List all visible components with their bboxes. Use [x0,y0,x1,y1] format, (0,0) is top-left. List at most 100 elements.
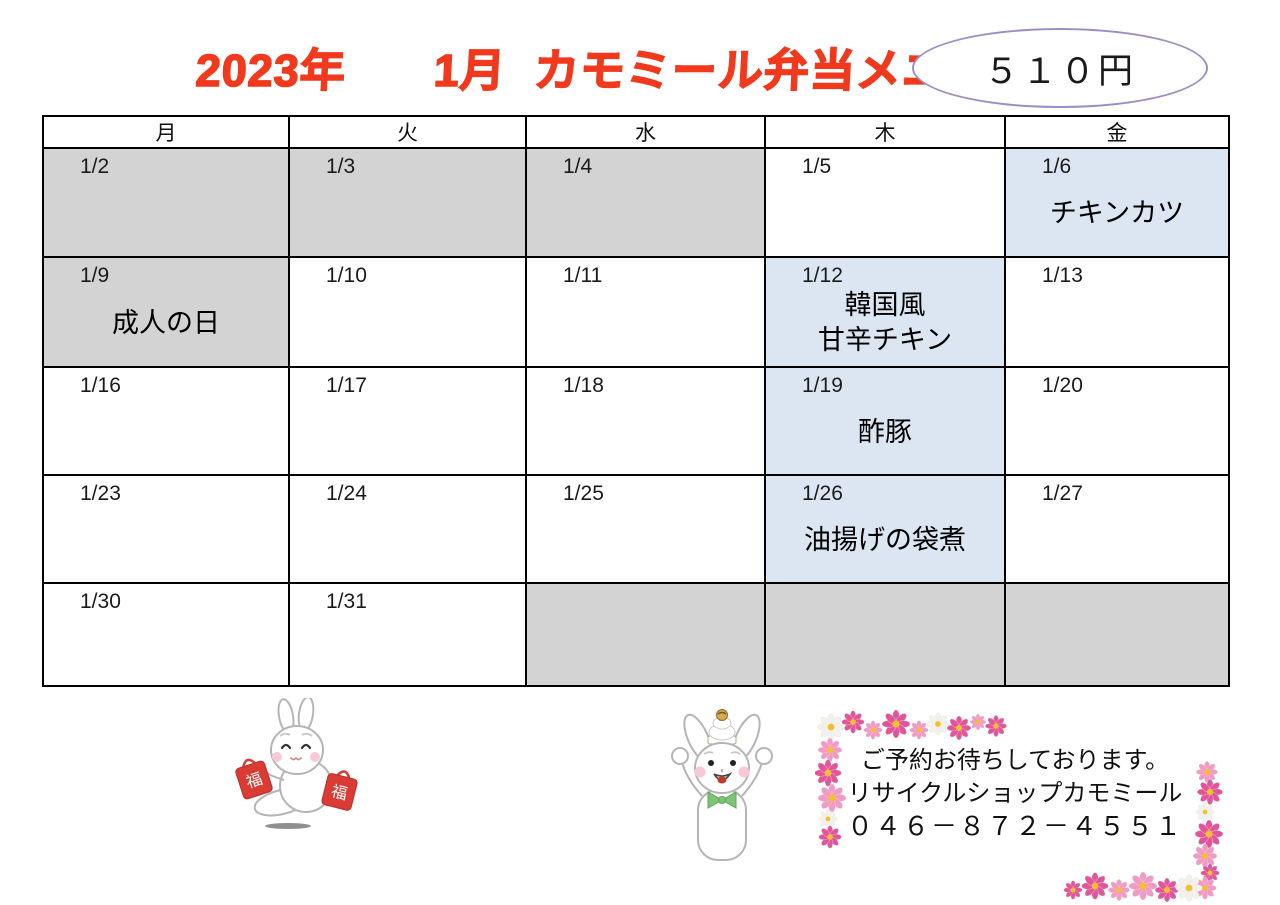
cell-date: 1/18 [563,374,604,397]
rabbit-closed-eye [280,743,292,750]
rabbit-eye [730,760,736,766]
cell-menu [1006,506,1228,582]
cell-menu [44,614,288,685]
cell-date: 1/19 [802,374,843,397]
cell-menu [44,506,288,582]
cell-date: 1/6 [1042,155,1072,178]
calendar-cell [1004,582,1230,687]
calendar-cell [525,582,766,687]
calendar-cell: 1/20 [1004,366,1230,476]
calendar-cell: 1/13 [1004,256,1230,368]
cell-date: 1/30 [80,590,121,613]
cell-date: 1/3 [326,155,356,178]
calendar-cell: 1/30 [42,582,290,687]
cell-date: 1/12 [802,264,843,287]
calendar-cell: 1/23 [42,474,290,584]
cell-menu [44,179,288,256]
calendar-cell: 1/27 [1004,474,1230,584]
calendar-cell: 1/31 [288,582,527,687]
cell-date: 1/23 [80,482,121,505]
weekday-wed: 水 [525,115,766,149]
cell-menu [290,179,525,256]
calendar-week-row: 1/16 1/17 1/18 1/19 酢豚 1/20 [42,366,1230,476]
cell-menu: 韓国風 甘辛チキン [817,290,953,355]
rabbit-eye [708,760,714,766]
cell-menu [527,506,764,582]
cell-date: 1/25 [563,482,604,505]
weekday-thu: 木 [764,115,1006,149]
calendar-cell: 1/4 [525,147,766,258]
cell-date: 1/2 [80,155,110,178]
cell-date: 1/31 [326,590,367,613]
cell-date: 1/5 [802,155,832,178]
fuku-label: 福 [244,770,265,792]
calendar-cell: 1/25 [525,474,766,584]
cell-menu [1006,398,1228,474]
cell-menu [290,614,525,685]
cell-menu [527,179,764,256]
calendar-cell: 1/3 [288,147,527,258]
weekday-fri: 金 [1004,115,1230,149]
fuku-bag: 福 [321,770,358,811]
weekday-mon: 月 [42,115,290,149]
footer-message: ご予約お待ちしております。 リサイクルショップカモミール ０４６－８７２－４５５… [840,744,1190,843]
calendar-cell [764,582,1006,687]
cell-menu: チキンカツ [1049,198,1185,229]
bow-tie [707,791,737,809]
weekday-tue: 火 [288,115,527,149]
cell-menu [44,398,288,474]
cell-menu [527,590,764,685]
cell-date: 1/24 [326,482,367,505]
calendar-cell: 1/10 [288,256,527,368]
cell-menu [1006,288,1228,366]
cell-date: 1/26 [802,482,843,505]
calendar-cell: 1/19 酢豚 [764,366,1006,476]
cell-date: 1/27 [1042,482,1083,505]
title-month: 1月 [432,44,508,97]
calendar-week-row: 1/23 1/24 1/25 1/26 油揚げの袋煮 1/27 [42,474,1230,584]
calendar-cell: 1/9 成人の日 [42,256,290,368]
calendar-cell: 1/24 [288,474,527,584]
kagami-mochi-hat [707,709,737,745]
calendar-cell: 1/17 [288,366,527,476]
cell-menu [290,506,525,582]
cell-date: 1/20 [1042,374,1083,397]
phone-number: ０４６－８７２－４５５１ [846,811,1183,841]
cell-date: 1/13 [1042,264,1083,287]
cell-menu: 酢豚 [858,416,912,447]
jumping-rabbit-illustration: 福 福 [235,698,358,829]
cell-date: 1/16 [80,374,121,397]
cell-date: 1/9 [80,264,110,287]
calendar-cell: 1/18 [525,366,766,476]
rabbit-closed-eye [300,743,312,750]
cheering-rabbit-illustration [671,709,773,861]
calendar-cell: 1/11 [525,256,766,368]
calendar-table: 月 火 水 木 金 1/2 1/3 1/4 1/5 1/6 チキンカツ 1/9 成人… [42,115,1230,687]
shop-name: リサイクルショップカモミール [847,780,1183,807]
reservation-line: ご予約お待ちしております。 [860,747,1170,774]
calendar-cell: 1/16 [42,366,290,476]
calendar-week-row: 1/30 1/31 [42,582,1230,687]
price-badge: ５１０円 [912,28,1208,108]
cell-menu: 成人の日 [112,307,220,338]
cell-date: 1/11 [563,264,603,287]
calendar-cell: 1/2 [42,147,290,258]
fuku-bag: 福 [235,758,273,800]
cell-menu [527,288,764,366]
calendar-cell: 1/5 [764,147,1006,258]
calendar-cell: 1/26 油揚げの袋煮 [764,474,1006,584]
cell-menu [766,179,1004,256]
cell-date: 1/4 [563,155,593,178]
cell-date: 1/17 [326,374,367,397]
cell-date: 1/10 [326,264,367,287]
calendar-cell: 1/6 チキンカツ [1004,147,1230,258]
title-year: 2023年 [194,44,348,97]
cell-menu [1006,590,1228,685]
cell-menu [290,398,525,474]
cell-menu [290,288,525,366]
calendar-cell: 1/12 韓国風 甘辛チキン [764,256,1006,368]
cell-menu [527,398,764,474]
calendar-week-row: 1/2 1/3 1/4 1/5 1/6 チキンカツ [42,147,1230,258]
weekday-header-row: 月 火 水 木 金 [42,115,1230,149]
